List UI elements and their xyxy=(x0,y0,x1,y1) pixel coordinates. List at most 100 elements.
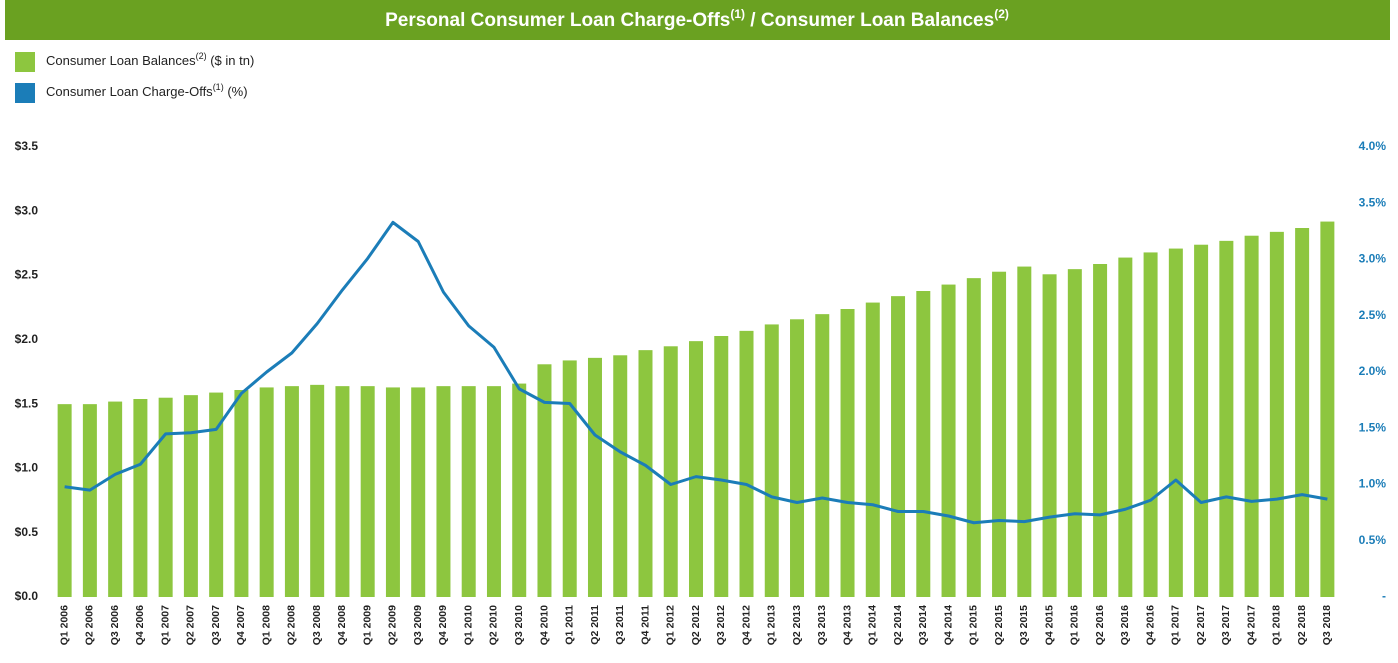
bar xyxy=(1093,264,1108,597)
y2-tick-label: 1.5% xyxy=(1359,420,1387,434)
x-tick-label: Q1 2008 xyxy=(260,605,272,645)
bar xyxy=(259,387,274,597)
x-tick-label: Q1 2009 xyxy=(361,605,373,645)
legend-note: (1) xyxy=(213,82,224,92)
y-tick-label: $0.5 xyxy=(15,525,39,539)
bar xyxy=(209,392,224,597)
bar xyxy=(335,386,350,597)
legend-note: (2) xyxy=(196,51,207,61)
x-tick-label: Q3 2011 xyxy=(614,605,626,645)
bar xyxy=(689,341,703,597)
legend-unit: ($ in tn) xyxy=(210,53,254,68)
x-tick-label: Q1 2018 xyxy=(1271,605,1283,645)
y2-tick-label: 3.5% xyxy=(1359,195,1387,209)
bar xyxy=(1194,244,1209,597)
title-part: (2) xyxy=(994,7,1009,21)
y2-tick-label: - xyxy=(1382,589,1386,603)
bar xyxy=(992,271,1007,597)
bar xyxy=(284,386,299,597)
bar xyxy=(840,309,855,597)
y2-tick-label: 2.0% xyxy=(1359,364,1387,378)
x-tick-label: Q4 2012 xyxy=(740,605,752,645)
y-tick-label: $0.0 xyxy=(15,589,39,603)
x-tick-label: Q4 2011 xyxy=(639,605,651,645)
bar xyxy=(1295,228,1310,597)
legend-name: Consumer Loan Charge-Offs xyxy=(46,84,213,99)
bar xyxy=(739,330,754,597)
bar xyxy=(891,296,906,597)
bar xyxy=(57,404,72,597)
bar xyxy=(562,360,577,597)
legend-label: Consumer Loan Charge-Offs(1) (%) xyxy=(46,82,248,99)
y2-tick-label: 4.0% xyxy=(1359,139,1387,153)
x-tick-label: Q2 2010 xyxy=(488,605,500,645)
bar xyxy=(234,390,249,597)
bar xyxy=(1143,252,1158,597)
bar xyxy=(385,387,400,597)
bar xyxy=(663,346,678,597)
bar xyxy=(411,387,426,597)
x-tick-label: Q3 2010 xyxy=(513,605,525,645)
bar xyxy=(82,404,97,597)
x-tick-label: Q4 2008 xyxy=(336,605,348,645)
bar xyxy=(1269,231,1284,597)
bar xyxy=(1168,248,1183,598)
bar xyxy=(815,314,830,597)
chart-title: Personal Consumer Loan Charge-Offs(1) / … xyxy=(385,7,1009,31)
bar xyxy=(1042,274,1057,597)
x-tick-label: Q2 2007 xyxy=(185,605,197,645)
x-tick-label: Q1 2014 xyxy=(867,605,879,645)
legend-name: Consumer Loan Balances xyxy=(46,53,196,68)
bar xyxy=(764,324,779,597)
x-tick-label: Q3 2009 xyxy=(412,605,424,645)
bar xyxy=(1219,240,1234,597)
x-tick-label: Q1 2013 xyxy=(766,605,778,645)
x-tick-label: Q4 2015 xyxy=(1043,605,1055,645)
x-tick-label: Q1 2010 xyxy=(462,605,474,645)
x-tick-label: Q2 2012 xyxy=(690,605,702,645)
y2-tick-label: 3.0% xyxy=(1359,252,1387,266)
x-tick-label: Q2 2011 xyxy=(589,605,601,645)
x-tick-label: Q4 2013 xyxy=(841,605,853,645)
x-tick-label: Q4 2016 xyxy=(1144,605,1156,645)
legend-label: Consumer Loan Balances(2) ($ in tn) xyxy=(46,51,254,68)
y-tick-label: $1.0 xyxy=(15,461,39,475)
bar xyxy=(1118,257,1133,597)
x-tick-label: Q3 2012 xyxy=(715,605,727,645)
bar xyxy=(461,386,476,597)
x-tick-label: Q1 2012 xyxy=(665,605,677,645)
y-tick-label: $1.5 xyxy=(15,396,39,410)
bar xyxy=(714,336,729,597)
x-tick-label: Q4 2014 xyxy=(942,605,954,645)
title-part: (1) xyxy=(730,7,745,21)
x-tick-label: Q2 2014 xyxy=(892,605,904,645)
x-tick-label: Q2 2013 xyxy=(791,605,803,645)
bar xyxy=(941,284,956,597)
x-tick-label: Q4 2010 xyxy=(538,605,550,645)
x-tick-label: Q2 2009 xyxy=(387,605,399,645)
x-tick-label: Q3 2014 xyxy=(917,605,929,645)
bar xyxy=(310,384,325,597)
x-tick-label: Q4 2007 xyxy=(235,605,247,645)
x-tick-label: Q1 2016 xyxy=(1069,605,1081,645)
bar xyxy=(865,302,880,597)
y2-tick-label: 0.5% xyxy=(1359,533,1387,547)
x-tick-label: Q4 2006 xyxy=(134,605,146,645)
legend-unit: (%) xyxy=(227,84,247,99)
bar xyxy=(1067,269,1082,597)
bar xyxy=(537,364,552,597)
y-tick-label: $3.0 xyxy=(15,203,39,217)
x-tick-label: Q1 2007 xyxy=(159,605,171,645)
bar xyxy=(966,278,981,597)
bar xyxy=(638,350,653,597)
legend-swatch xyxy=(15,52,35,72)
bar xyxy=(436,386,451,597)
bar xyxy=(1320,221,1335,598)
x-tick-label: Q1 2011 xyxy=(564,605,576,645)
line xyxy=(64,220,1328,525)
bar xyxy=(790,319,805,597)
bar xyxy=(512,383,527,597)
x-tick-label: Q3 2018 xyxy=(1321,605,1333,645)
x-tick-label: Q2 2018 xyxy=(1296,605,1308,645)
